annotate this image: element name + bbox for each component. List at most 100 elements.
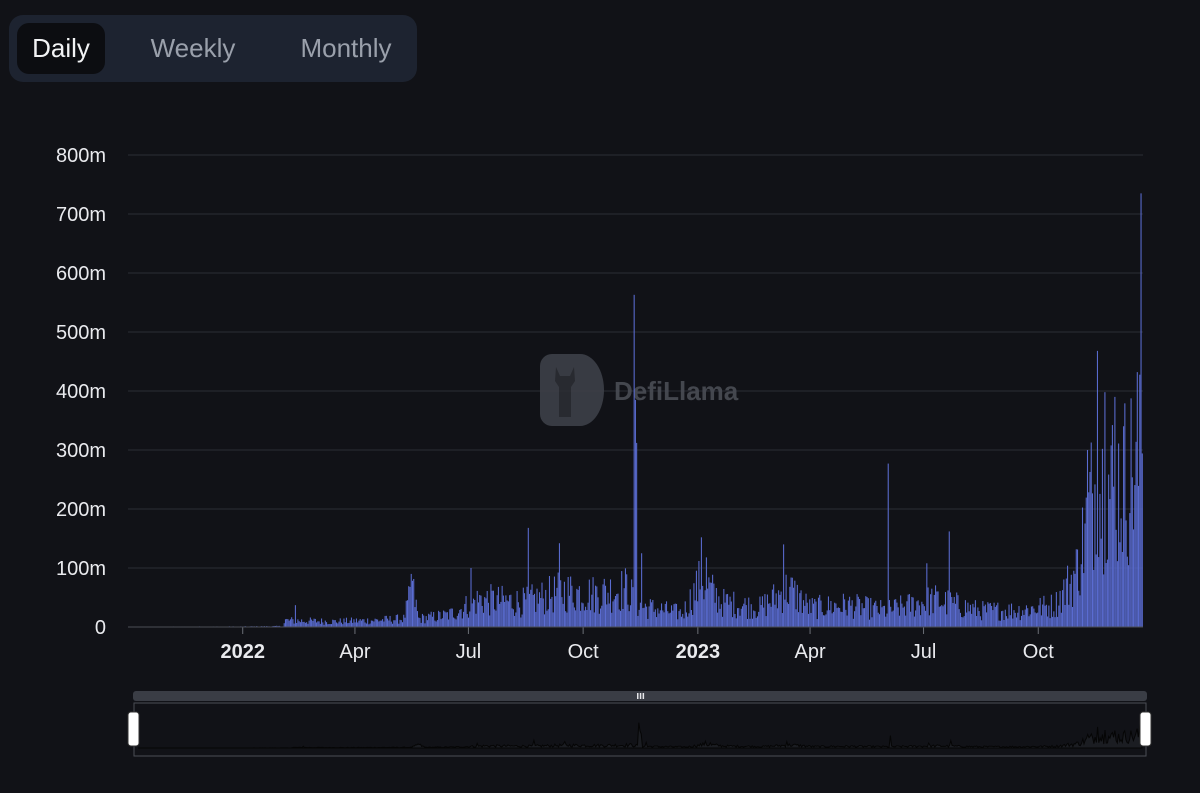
bar: [948, 531, 950, 627]
bar: [746, 618, 749, 627]
tab-daily[interactable]: Daily: [17, 23, 105, 74]
bar: [720, 604, 722, 627]
bar: [719, 608, 721, 627]
bar: [1009, 615, 1011, 627]
bar: [745, 605, 747, 627]
bar: [812, 603, 815, 627]
bar: [364, 622, 366, 627]
bar: [604, 585, 607, 627]
bar: [398, 623, 400, 627]
bar: [738, 608, 740, 627]
bar: [986, 612, 988, 627]
bar: [850, 605, 852, 627]
bar: [951, 597, 953, 627]
bar: [616, 593, 618, 627]
bar: [556, 587, 558, 627]
bar: [734, 614, 736, 627]
bar: [406, 600, 409, 627]
bar: [712, 574, 714, 627]
bar: [913, 616, 915, 627]
bar: [414, 607, 416, 627]
bar: [1136, 372, 1138, 627]
bar: [467, 617, 470, 627]
bar: [499, 603, 501, 627]
bar: [926, 563, 928, 627]
bar: [920, 615, 922, 627]
bar: [633, 294, 635, 627]
bar: [642, 608, 644, 627]
zoom-handle-right[interactable]: [1139, 711, 1152, 747]
bar: [601, 605, 603, 627]
bar: [861, 603, 863, 627]
bar: [596, 586, 598, 627]
bar: [1068, 604, 1070, 627]
bar: [573, 607, 575, 627]
bar: [670, 605, 673, 627]
bar: [624, 568, 626, 627]
bar: [883, 605, 886, 627]
bar: [380, 620, 382, 627]
bar: [733, 591, 735, 627]
bar: [397, 614, 399, 627]
bar: [993, 602, 995, 627]
bar: [543, 614, 546, 627]
bar: [333, 620, 335, 627]
bar: [865, 596, 867, 627]
bar: [323, 624, 325, 627]
zoom-handle-left[interactable]: [127, 711, 140, 747]
bar: [1106, 559, 1108, 627]
bar: [984, 604, 986, 627]
bar: [501, 585, 503, 627]
bar: [327, 624, 329, 627]
bar: [1094, 484, 1096, 627]
bar: [916, 601, 918, 627]
bar: [643, 607, 645, 627]
tab-weekly[interactable]: Weekly: [150, 33, 236, 63]
bar: [1098, 557, 1100, 627]
bar: [661, 603, 663, 627]
bar: [350, 617, 352, 627]
bar: [309, 617, 311, 627]
bar: [532, 595, 534, 627]
bar: [367, 618, 369, 627]
bar: [352, 622, 354, 627]
bar: [435, 621, 437, 627]
bar: [1074, 573, 1076, 627]
bar: [1064, 604, 1066, 627]
bar: [784, 599, 786, 627]
bar: [453, 617, 455, 627]
bar: [675, 603, 678, 627]
bar: [304, 622, 306, 627]
bar: [653, 611, 655, 627]
bar: [805, 593, 807, 627]
bar: [1014, 612, 1016, 627]
bar: [585, 606, 587, 627]
y-tick-label: 500m: [56, 322, 106, 344]
bar: [895, 599, 897, 627]
bar: [550, 598, 552, 627]
bar: [289, 619, 291, 627]
bar: [1057, 616, 1059, 627]
bar: [334, 620, 336, 627]
bar: [298, 621, 300, 627]
bar: [663, 612, 665, 627]
bar: [353, 619, 355, 627]
bar: [383, 621, 385, 627]
tab-monthly[interactable]: Monthly: [300, 33, 392, 63]
bar: [693, 583, 695, 627]
bar: [680, 616, 683, 627]
bar: [947, 590, 949, 627]
bar: [1126, 556, 1128, 627]
bar: [994, 606, 996, 627]
bar: [349, 620, 351, 627]
bar: [807, 613, 810, 627]
bar: [751, 618, 753, 627]
bar: [294, 605, 296, 627]
bar: [474, 599, 476, 627]
bar: [1022, 610, 1024, 627]
bar: [983, 606, 985, 627]
bar: [725, 594, 727, 627]
bar: [800, 590, 802, 627]
bar: [562, 603, 564, 627]
bar: [487, 602, 489, 627]
